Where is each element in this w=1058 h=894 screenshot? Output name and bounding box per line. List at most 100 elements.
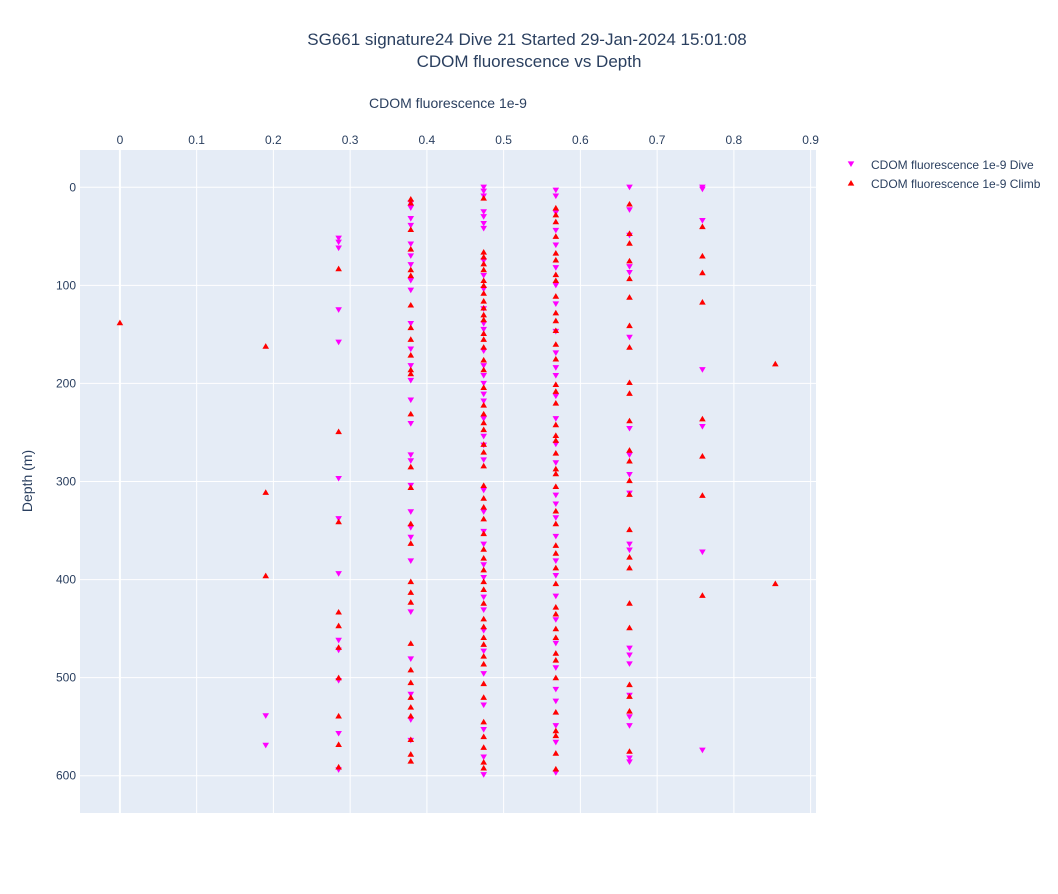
dive-point: [480, 562, 487, 568]
climb-point: [552, 381, 560, 388]
climb-point: [480, 733, 487, 740]
dive-point: [480, 575, 487, 581]
climb-point: [407, 578, 415, 585]
climb-point: [626, 693, 633, 699]
dive-point: [335, 475, 342, 482]
climb-point: [626, 275, 633, 282]
dive-point: [407, 277, 415, 284]
dive-point: [335, 637, 342, 644]
climb-point: [552, 317, 560, 324]
climb-point: [480, 344, 487, 350]
climb-point: [262, 343, 270, 349]
climb-point: [480, 759, 487, 765]
climb-point: [335, 265, 342, 272]
dive-point: [407, 287, 415, 294]
dive-point: [407, 262, 415, 268]
climb-point: [480, 402, 487, 408]
data-points: [116, 184, 779, 778]
dive-point: [335, 245, 342, 252]
climb-point: [480, 586, 487, 592]
legend[interactable]: CDOM fluorescence 1e-9 Dive CDOM fluores…: [847, 158, 1041, 191]
dive-point: [699, 423, 706, 430]
climb-point: [407, 370, 415, 377]
dive-point: [552, 416, 560, 422]
dive-point: [552, 593, 560, 600]
dive-point: [407, 397, 415, 404]
y-tick-labels: 0 100 200 300 400 500 600: [56, 180, 76, 782]
climb-point: [407, 301, 415, 308]
climb-point: [699, 492, 706, 498]
climb-point: [335, 763, 342, 770]
climb-point: [552, 233, 560, 239]
climb-point: [407, 520, 415, 527]
climb-point: [407, 351, 415, 358]
climb-point: [480, 290, 487, 296]
climb-point: [552, 249, 560, 256]
climb-point: [480, 718, 487, 725]
x-axis-title: CDOM fluorescence 1e-9: [369, 95, 527, 111]
dive-point: [480, 184, 487, 191]
climb-point: [480, 694, 487, 700]
climb-point: [480, 495, 487, 501]
climb-point: [626, 230, 633, 236]
climb-point: [552, 650, 560, 656]
dive-point: [552, 242, 560, 249]
climb-point: [407, 324, 415, 331]
climb-point: [335, 674, 342, 681]
dive-point: [552, 533, 560, 540]
dive-point: [480, 286, 487, 293]
legend-item-dive[interactable]: CDOM fluorescence 1e-9 Dive: [847, 158, 1034, 172]
climb-point: [480, 449, 487, 455]
x-tick-label: 0.8: [726, 133, 743, 147]
climb-point: [480, 282, 487, 288]
dive-point: [626, 759, 633, 765]
x-tick-labels: 0 0.1 0.2 0.3 0.4 0.5 0.6 0.7 0.8 0.9: [117, 133, 820, 147]
dive-point: [480, 225, 487, 232]
climb-point: [626, 477, 633, 484]
dive-point: [552, 640, 560, 647]
dive-point: [626, 723, 633, 729]
climb-point: [552, 211, 560, 218]
y-tick-label: 600: [56, 769, 76, 783]
chart-subtitle: CDOM fluorescence vs Depth: [417, 52, 642, 71]
climb-point: [552, 421, 560, 428]
x-tick-label: 0.5: [495, 133, 512, 147]
climb-point: [552, 256, 560, 263]
x-tick-label: 0.4: [419, 133, 436, 147]
climb-point: [626, 457, 633, 464]
climb-point: [626, 624, 633, 631]
climb-point: [552, 483, 560, 490]
climb-point: [407, 196, 415, 202]
climb-point: [552, 400, 560, 406]
dive-point: [552, 492, 560, 499]
climb-point: [552, 727, 560, 734]
dive-point: [407, 363, 415, 369]
climb-point: [552, 580, 560, 587]
dive-point: [480, 398, 487, 405]
dive-point: [480, 648, 487, 655]
dive-point: [407, 241, 415, 248]
dive-point: [335, 339, 342, 346]
dive-point: [262, 742, 270, 749]
climb-point: [699, 223, 706, 230]
legend-item-climb[interactable]: CDOM fluorescence 1e-9 Climb: [847, 177, 1041, 191]
climb-point: [772, 360, 779, 367]
dive-point: [480, 391, 487, 398]
climb-point: [407, 246, 415, 252]
climb-point: [335, 741, 342, 747]
dive-point: [552, 301, 560, 307]
climb-point: [262, 489, 270, 495]
climb-point: [407, 666, 415, 673]
dive-point: [552, 686, 560, 693]
climb-point: [480, 530, 487, 537]
dive-point: [480, 214, 487, 220]
climb-point: [699, 415, 706, 422]
dive-point: [626, 207, 633, 213]
climb-point: [407, 199, 415, 206]
climb-point: [335, 518, 342, 525]
y-axis-title: Depth (m): [19, 450, 35, 512]
climb-point: [552, 218, 560, 225]
dive-point: [335, 571, 342, 577]
climb-point: [407, 599, 415, 605]
